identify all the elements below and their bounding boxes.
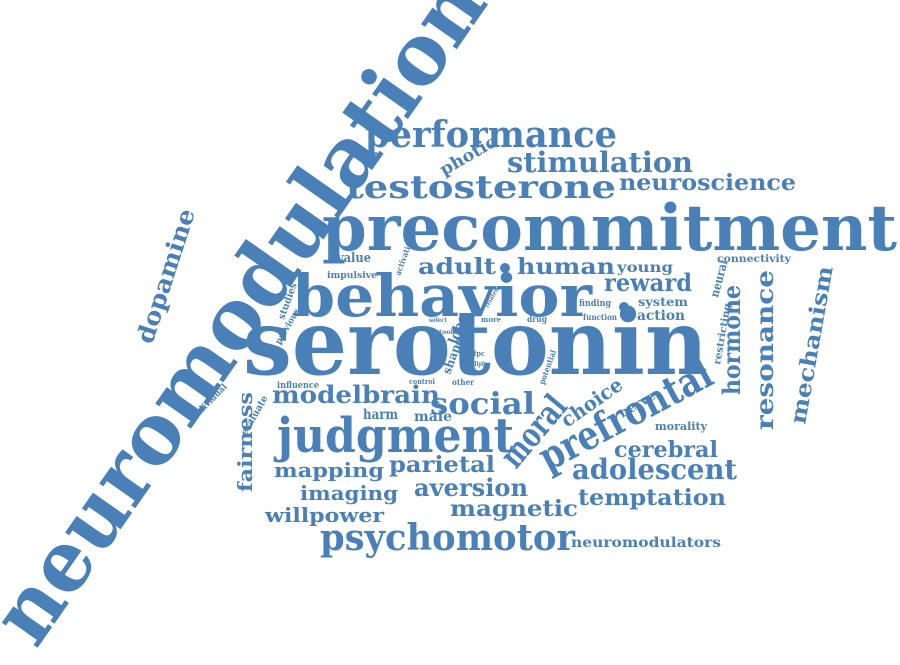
word-reward: reward [604,268,692,297]
word-behavior: behavior [292,262,594,330]
word-psychomotor: psychomotor [320,517,576,559]
word-resonance: resonance [750,270,779,430]
word-temptation: temptation [578,485,726,511]
word-precommitment: precommitment [322,191,897,266]
word-serotonin: serotonin [243,290,708,396]
word-action: action [637,308,685,324]
word-neuromodulators: neuromodulators [571,535,721,551]
word-mapping: mapping [274,458,384,482]
word-mechanism: mechanism [785,264,838,426]
word-judgment: judgment [273,408,514,464]
word-parietal: parietal [389,452,495,478]
word-tool: tool [439,329,454,336]
word-influence: influence [277,381,319,391]
word-imaging: imaging [300,481,398,505]
word-finding: finding [579,299,612,309]
word-willpower: willpower [264,503,385,527]
word-stimulation: stimulation [507,146,693,179]
word-system: system [638,295,688,309]
word-human: human [517,254,615,280]
word-harm: harm [363,407,398,423]
word-other: other [452,377,475,387]
word-testosterone: testosterone [346,168,616,206]
word-adult: adult [418,254,497,280]
word-social: social [430,387,535,422]
word-function: function [583,312,617,322]
word-fairness: fairness [233,392,257,492]
word-drug: drug [527,314,547,324]
word-male: male [414,409,452,425]
word-more: more [481,315,502,324]
word-adolescent: adolescent [572,453,737,486]
word-hormone: hormone [717,285,746,395]
word-neuroscience: neuroscience [619,170,796,196]
word-lfpc: lfpc [471,349,485,358]
dot-2 [619,302,629,312]
word-performance: performance [365,114,617,156]
word-control: control [409,377,435,386]
word-morality: morality [655,420,708,433]
dot-1 [500,263,510,273]
word-modelbrain: modelbrain [272,380,440,409]
word-magnetic: magnetic [450,496,578,522]
word-cerebral: cerebral [614,437,718,463]
word-select: select [429,317,447,324]
word-value: value [336,251,371,266]
word-aversion: aversion [414,473,528,502]
word-connectivity: connectivity [717,254,792,265]
word-impulsive: impulsive [327,271,377,281]
word-dlpfc: dlpfc [473,361,487,368]
word-young: young [616,260,673,276]
